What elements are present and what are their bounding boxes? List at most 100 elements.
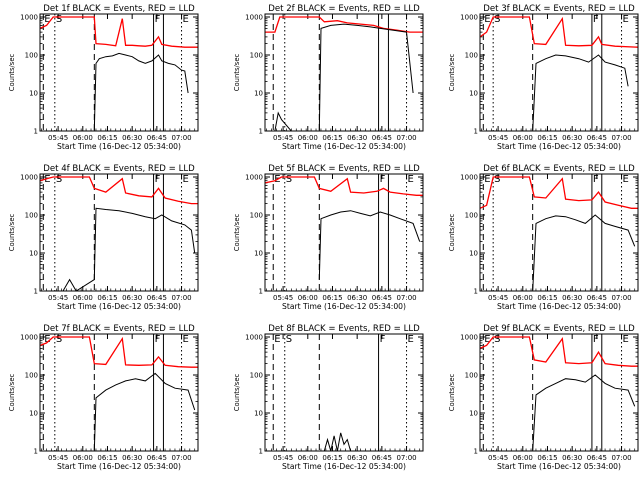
x-tick-label: 06:00	[513, 294, 533, 302]
x-tick-label: 06:30	[122, 134, 142, 142]
y-tick-label: 10	[29, 410, 38, 418]
event-marker-label: S	[494, 334, 500, 345]
series-line	[480, 176, 638, 209]
y-tick-label: 1000	[20, 14, 38, 22]
y-tick-label: 100	[25, 52, 38, 60]
y-tick-label: 1	[259, 128, 263, 136]
y-tick-label: 1000	[460, 334, 478, 342]
series-line	[532, 54, 629, 131]
event-marker-label: F	[155, 174, 161, 185]
detector-panel-3: Det 3f BLACK = Events, RED = LLD Counts/s…	[448, 4, 639, 151]
x-tick-label: 07:00	[611, 294, 631, 302]
panel-title: Det 1f BLACK = Events, RED = LLD	[43, 4, 195, 14]
event-marker-label: E	[623, 334, 629, 345]
series-line	[62, 207, 196, 291]
event-marker-label: S	[56, 334, 62, 345]
event-marker-label: E	[183, 334, 189, 345]
series-line	[532, 374, 636, 451]
event-marker-label: S	[56, 14, 62, 25]
y-tick-label: 10	[254, 90, 263, 98]
y-axis-label: Counts/sec	[448, 374, 456, 412]
x-tick-label: 06:30	[347, 294, 367, 302]
event-marker-label: F	[593, 14, 599, 25]
x-tick-label: 06:15	[537, 294, 557, 302]
x-tick-label: 06:00	[298, 294, 318, 302]
x-tick-label: 06:15	[97, 134, 117, 142]
x-tick-label: 06:45	[372, 454, 392, 462]
y-tick-label: 100	[465, 212, 478, 220]
y-axis-label: Counts/sec	[448, 54, 456, 92]
event-marker-label: E	[183, 14, 189, 25]
event-marker-label: E	[623, 14, 629, 25]
x-axis-label: Start Time (16-Dec-12 05:34:00)	[57, 142, 181, 151]
x-tick-label: 05:45	[273, 134, 293, 142]
x-tick-label: 06:30	[347, 134, 367, 142]
x-tick-label: 06:15	[97, 454, 117, 462]
x-axis-label: Start Time (16-Dec-12 05:34:00)	[282, 302, 406, 311]
x-tick-label: 05:45	[48, 134, 68, 142]
y-axis-label: Counts/sec	[233, 54, 241, 92]
panel-title: Det 2f BLACK = Events, RED = LLD	[268, 4, 420, 14]
series-line	[318, 210, 421, 280]
x-tick-label: 05:45	[48, 294, 68, 302]
event-marker-label: E	[484, 14, 490, 25]
plot-frame	[264, 173, 424, 292]
x-tick-label: 06:45	[587, 134, 607, 142]
x-tick-label: 06:00	[298, 134, 318, 142]
x-tick-label: 06:00	[73, 454, 93, 462]
y-tick-label: 1	[474, 448, 478, 456]
y-tick-label: 1000	[20, 174, 38, 182]
detector-panel-7: Det 7f BLACK = Events, RED = LLD Counts/s…	[8, 324, 199, 471]
y-tick-label: 10	[254, 410, 263, 418]
x-tick-label: 05:45	[488, 294, 508, 302]
x-tick-label: 06:15	[537, 454, 557, 462]
y-tick-label: 100	[250, 372, 263, 380]
y-tick-label: 1	[474, 128, 478, 136]
y-tick-label: 10	[469, 250, 478, 258]
event-marker-label: E	[183, 174, 189, 185]
x-tick-label: 06:00	[298, 454, 318, 462]
event-marker-label: S	[286, 174, 292, 185]
y-tick-label: 10	[469, 410, 478, 418]
plot-frame	[479, 173, 639, 292]
x-tick-label: 06:30	[562, 454, 582, 462]
x-tick-label: 07:00	[611, 454, 631, 462]
y-axis-label: Counts/sec	[233, 214, 241, 252]
plot-frame	[264, 333, 424, 452]
x-tick-label: 06:30	[562, 294, 582, 302]
event-marker-label: E	[44, 334, 50, 345]
y-tick-label: 1000	[460, 174, 478, 182]
series-line	[532, 214, 636, 291]
detector-panel-2: Det 2f BLACK = Events, RED = LLD Counts/s…	[233, 4, 424, 151]
x-axis-label: Start Time (16-Dec-12 05:34:00)	[497, 302, 621, 311]
event-marker-label: E	[44, 14, 50, 25]
detector-panel-5: Det 5f BLACK = Events, RED = LLD Counts/s…	[233, 164, 424, 311]
y-axis-label: Counts/sec	[8, 214, 16, 252]
y-tick-label: 100	[25, 212, 38, 220]
x-tick-label: 07:00	[171, 454, 191, 462]
x-tick-label: 06:45	[587, 454, 607, 462]
y-tick-label: 1	[474, 288, 478, 296]
plot-frame	[39, 333, 199, 452]
x-tick-label: 06:30	[562, 134, 582, 142]
y-tick-label: 100	[25, 372, 38, 380]
y-tick-label: 1000	[245, 14, 263, 22]
event-marker-label: E	[274, 334, 280, 345]
panel-title: Det 8f BLACK = Events, RED = LLD	[268, 324, 420, 334]
detector-panel-9: Det 9f BLACK = Events, RED = LLD Counts/s…	[448, 324, 639, 471]
panel-title: Det 9f BLACK = Events, RED = LLD	[483, 324, 635, 334]
plot-frame	[479, 333, 639, 452]
x-tick-label: 05:45	[488, 454, 508, 462]
series-line	[480, 336, 638, 367]
x-tick-label: 05:45	[488, 134, 508, 142]
event-marker-label: E	[484, 334, 490, 345]
plot-frame	[479, 13, 639, 132]
y-tick-label: 1000	[245, 334, 263, 342]
event-marker-label: F	[380, 174, 386, 185]
x-tick-label: 06:30	[122, 454, 142, 462]
x-tick-label: 06:00	[513, 134, 533, 142]
y-axis-label: Counts/sec	[448, 214, 456, 252]
plot-frame	[264, 13, 424, 132]
x-tick-label: 06:45	[372, 294, 392, 302]
